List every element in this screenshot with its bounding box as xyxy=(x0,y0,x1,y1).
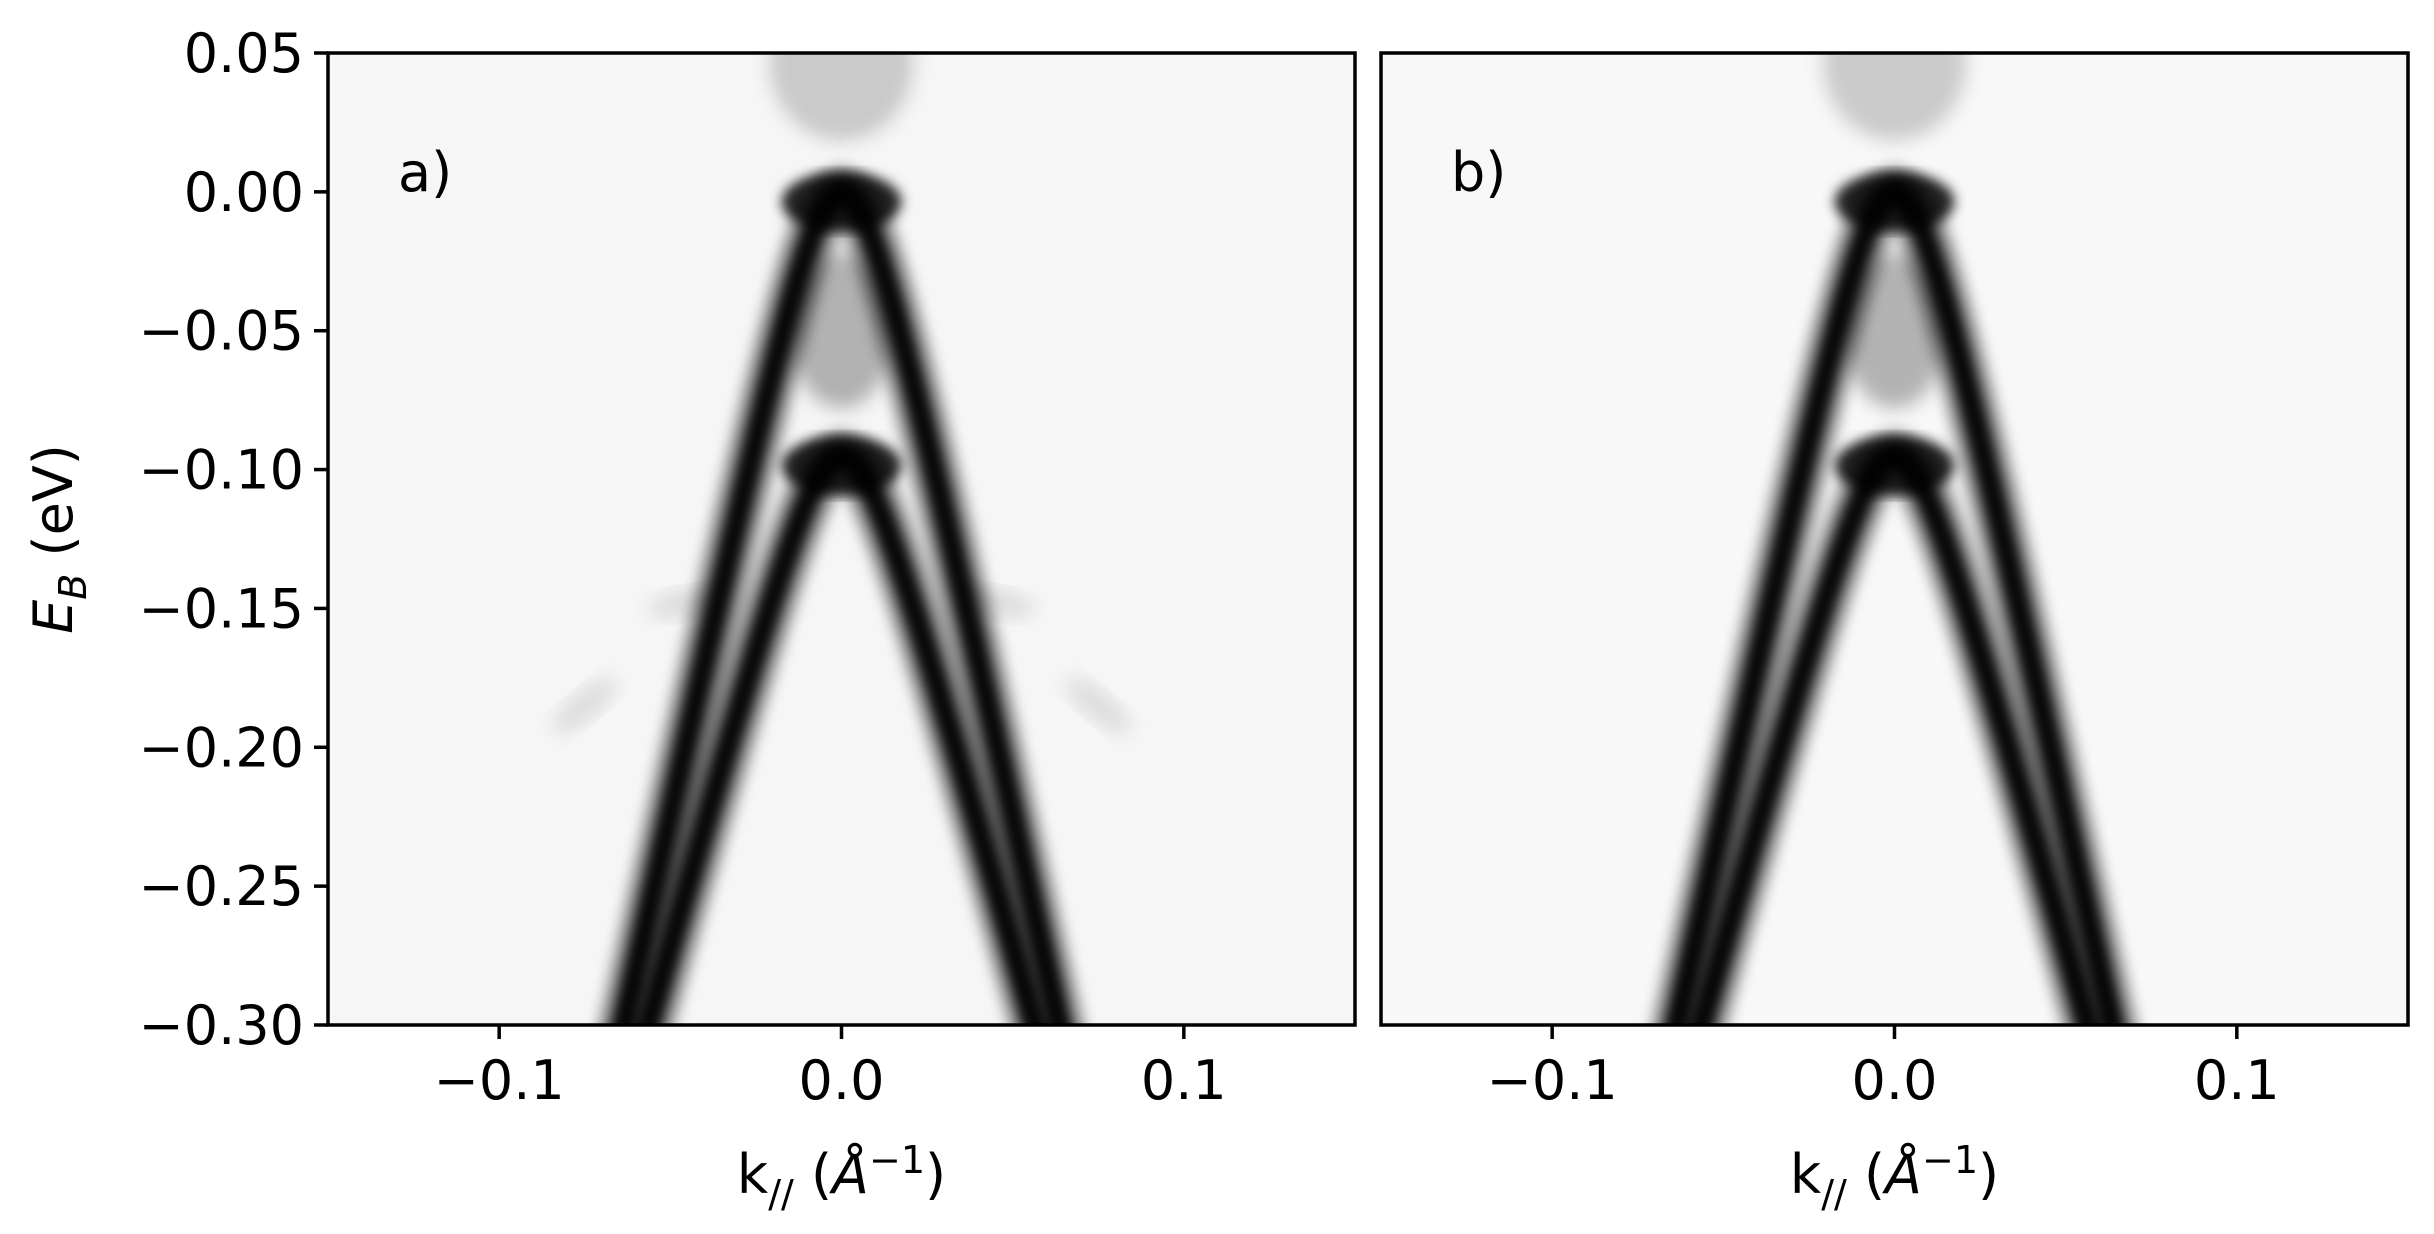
panel-b: −0.1 0.0 0.1 b) k// (Å−1) xyxy=(1379,51,2410,1216)
y-tick-label: 0.05 xyxy=(184,22,304,85)
x-label-open: ( xyxy=(794,1143,832,1206)
x-tick-label: −0.1 xyxy=(434,1049,565,1112)
y-label-main: E xyxy=(22,599,85,634)
top-glow xyxy=(1822,53,1967,141)
panel-a-x-axis-label: k// (Å−1) xyxy=(737,1138,946,1216)
x-tick-label: 0.0 xyxy=(799,1049,885,1112)
panel-b-label: b) xyxy=(1451,141,1506,204)
y-tick-label: 0.00 xyxy=(184,161,304,224)
y-tick-label: −0.30 xyxy=(139,994,304,1057)
panel-a-bands xyxy=(552,53,1131,1025)
x-label-superscript: −1 xyxy=(1922,1138,1978,1182)
x-label-open: ( xyxy=(1847,1143,1885,1206)
panel-a-x-ticks: −0.1 0.0 0.1 xyxy=(434,1025,1227,1112)
panel-b-bands xyxy=(1650,53,2139,1025)
y-label-subscript: B xyxy=(51,574,95,600)
inter-band-fill xyxy=(1843,252,1946,409)
x-label-superscript: −1 xyxy=(869,1138,925,1182)
x-tick-label: 0.0 xyxy=(1852,1049,1938,1112)
x-label-subscript: // xyxy=(768,1172,794,1216)
x-tick-label: −0.1 xyxy=(1487,1049,1618,1112)
band-apex xyxy=(781,171,902,232)
panel-a-label: a) xyxy=(398,141,452,204)
band-apex xyxy=(1834,435,1955,496)
panel-a-y-axis-label: EB (eV) xyxy=(22,444,95,634)
y-tick-label: −0.10 xyxy=(139,439,304,502)
x-label-main: k xyxy=(737,1143,769,1206)
panel-b-x-ticks: −0.1 0.0 0.1 xyxy=(1487,1025,2280,1112)
x-label-close: ) xyxy=(925,1143,946,1206)
y-tick-label: −0.15 xyxy=(139,577,304,640)
x-label-unit: Å xyxy=(829,1142,869,1206)
panel-a-y-ticks: 0.05 0.00 −0.05 −0.10 −0.15 −0.20 −0.25 −0.30 xyxy=(139,22,328,1057)
panel-b-x-axis-label: k// (Å−1) xyxy=(1790,1138,1999,1216)
faint-feature xyxy=(552,677,617,734)
x-label-subscript: // xyxy=(1821,1172,1847,1216)
inter-band-fill xyxy=(790,252,893,409)
x-label-main: k xyxy=(1790,1143,1822,1206)
y-label-rest: (eV) xyxy=(22,444,85,573)
y-tick-label: −0.25 xyxy=(139,855,304,918)
panel-a: −0.1 0.0 0.1 0.05 0.00 −0.05 −0.10 −0.15 −0.20 −… xyxy=(22,22,1357,1216)
band-apex xyxy=(781,435,902,496)
x-label-unit: Å xyxy=(1882,1142,1922,1206)
x-label-close: ) xyxy=(1978,1143,1999,1206)
y-tick-label: −0.20 xyxy=(139,716,304,779)
x-tick-label: 0.1 xyxy=(2194,1049,2280,1112)
y-tick-label: −0.05 xyxy=(139,300,304,363)
top-glow xyxy=(769,53,914,141)
band-apex xyxy=(1834,171,1955,232)
faint-feature xyxy=(1066,677,1131,734)
x-tick-label: 0.1 xyxy=(1141,1049,1227,1112)
